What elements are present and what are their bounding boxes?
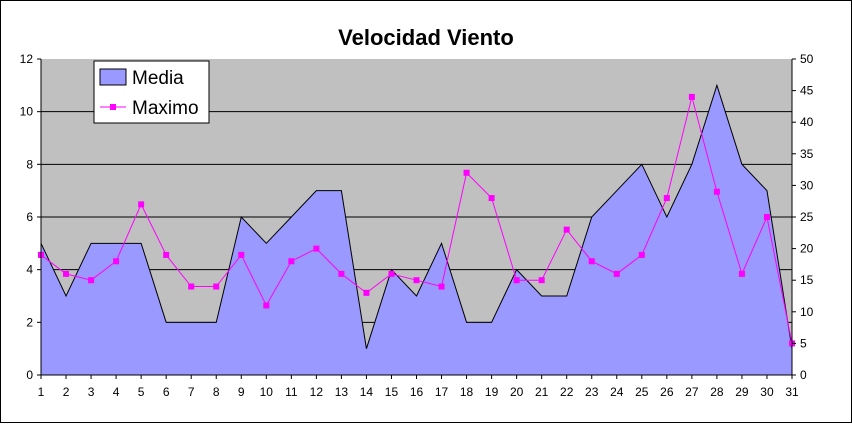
maximo-marker	[63, 271, 69, 277]
y-left-tick-label: 0	[26, 368, 33, 382]
maximo-marker	[88, 277, 94, 283]
x-tick-label: 9	[238, 385, 245, 399]
x-tick-label: 28	[710, 385, 724, 399]
maximo-marker	[163, 252, 169, 258]
x-tick-label: 19	[485, 385, 499, 399]
y-left-tick-label: 8	[26, 157, 33, 171]
legend-label-maximo: Maximo	[132, 98, 199, 119]
y-right-tick-label: 25	[800, 210, 814, 224]
legend-swatch-media	[100, 69, 126, 85]
maximo-marker	[764, 214, 770, 220]
x-tick-label: 18	[460, 385, 474, 399]
maximo-marker	[313, 246, 319, 252]
y-right-tick-label: 35	[800, 147, 814, 161]
maximo-marker	[439, 284, 445, 290]
maximo-marker	[639, 252, 645, 258]
maximo-marker	[238, 252, 244, 258]
x-tick-label: 22	[560, 385, 574, 399]
x-tick-label: 1	[38, 385, 45, 399]
maximo-marker	[664, 195, 670, 201]
legend-label-media: Media	[132, 68, 184, 89]
maximo-marker	[539, 277, 545, 283]
y-left-tick-label: 6	[26, 210, 33, 224]
maximo-marker	[338, 271, 344, 277]
y-right-tick-label: 20	[800, 242, 814, 256]
x-tick-label: 31	[785, 385, 799, 399]
chart-title: Velocidad Viento	[338, 25, 514, 50]
maximo-marker	[514, 277, 520, 283]
x-tick-label: 6	[163, 385, 170, 399]
x-tick-label: 10	[260, 385, 274, 399]
maximo-marker	[614, 271, 620, 277]
x-tick-label: 20	[510, 385, 524, 399]
x-tick-label: 13	[335, 385, 349, 399]
maximo-marker	[288, 258, 294, 264]
y-left-tick-label: 4	[26, 263, 33, 277]
maximo-marker	[213, 284, 219, 290]
maximo-marker	[589, 258, 595, 264]
x-tick-label: 26	[660, 385, 674, 399]
maximo-marker	[138, 201, 144, 207]
y-right-tick-label: 40	[800, 115, 814, 129]
y-left-tick-label: 10	[20, 105, 34, 119]
x-tick-label: 12	[310, 385, 324, 399]
maximo-marker	[464, 170, 470, 176]
x-tick-label: 14	[360, 385, 374, 399]
x-tick-label: 11	[285, 385, 298, 399]
x-tick-label: 4	[113, 385, 120, 399]
y-right-tick-label: 30	[800, 178, 814, 192]
x-tick-label: 23	[585, 385, 599, 399]
x-tick-label: 16	[410, 385, 424, 399]
x-tick-label: 7	[188, 385, 195, 399]
y-right-tick-label: 50	[800, 52, 814, 66]
x-tick-label: 24	[610, 385, 624, 399]
legend: Media Maximo	[94, 61, 209, 123]
maximo-marker	[414, 277, 420, 283]
y-left-tick-label: 12	[20, 52, 34, 66]
maximo-marker	[739, 271, 745, 277]
legend-marker-maximo	[110, 104, 116, 110]
maximo-marker	[489, 195, 495, 201]
maximo-marker	[188, 284, 194, 290]
x-tick-label: 2	[63, 385, 70, 399]
maximo-marker	[113, 258, 119, 264]
x-tick-label: 17	[435, 385, 449, 399]
maximo-marker	[388, 271, 394, 277]
y-right-tick-label: 5	[800, 336, 807, 350]
maximo-marker	[263, 302, 269, 308]
x-tick-label: 25	[635, 385, 649, 399]
x-tick-label: 29	[735, 385, 749, 399]
x-tick-label: 8	[213, 385, 220, 399]
y-right-tick-label: 15	[800, 273, 814, 287]
y-right-tick-label: 0	[800, 368, 807, 382]
maximo-marker	[564, 227, 570, 233]
x-tick-label: 27	[685, 385, 699, 399]
maximo-marker	[363, 290, 369, 296]
x-tick-label: 15	[385, 385, 399, 399]
y-left-tick-label: 2	[26, 315, 33, 329]
x-tick-label: 3	[88, 385, 95, 399]
x-tick-label: 5	[138, 385, 145, 399]
x-tick-label: 30	[760, 385, 774, 399]
maximo-marker	[714, 189, 720, 195]
y-right-tick-label: 10	[800, 305, 814, 319]
y-right-tick-label: 45	[800, 84, 814, 98]
maximo-marker	[689, 94, 695, 100]
x-tick-label: 21	[535, 385, 549, 399]
